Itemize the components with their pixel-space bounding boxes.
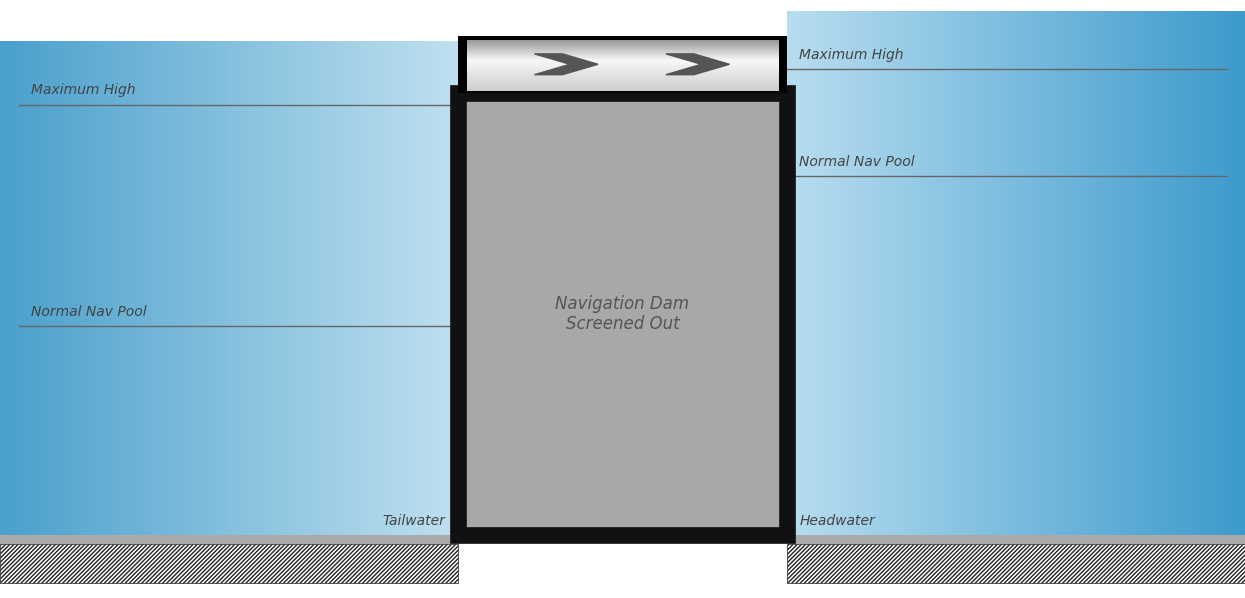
Bar [0,544,458,583]
Text: Maximum High: Maximum High [31,84,136,97]
Bar [787,544,1245,583]
Text: Navigation Dam
Screened Out: Navigation Dam Screened Out [555,295,690,333]
Polygon shape [534,54,598,75]
Text: Headwater: Headwater [799,514,875,528]
Polygon shape [666,54,730,75]
Text: Tailwater: Tailwater [382,514,446,528]
Bar [458,93,787,535]
Bar [0,544,458,583]
Bar [0,535,458,544]
Text: Normal Nav Pool: Normal Nav Pool [31,305,147,319]
Bar [787,535,1245,544]
Text: Normal Nav Pool: Normal Nav Pool [799,155,915,169]
Bar [458,36,787,93]
Text: Maximum High: Maximum High [799,48,904,62]
Bar [787,544,1245,583]
